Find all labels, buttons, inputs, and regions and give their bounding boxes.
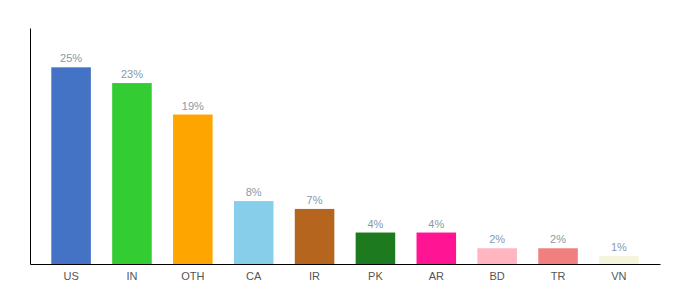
x-axis: US IN OTH CA IR PK AR BD TR VN — [31, 265, 661, 282]
data-label: 4% — [428, 218, 444, 230]
bar — [477, 248, 517, 264]
bar — [538, 248, 578, 264]
bar — [599, 256, 639, 264]
x-tick: PK — [368, 270, 383, 282]
x-tick-label: OTH — [181, 270, 204, 282]
bar — [417, 233, 457, 264]
x-tick: CA — [246, 270, 262, 282]
x-tick-label: CA — [246, 270, 262, 282]
data-label: 1% — [611, 241, 627, 253]
bar — [112, 83, 152, 264]
data-label: 23% — [121, 68, 143, 80]
bar — [356, 233, 396, 264]
data-label: 19% — [182, 100, 204, 112]
x-tick-label: US — [63, 270, 78, 282]
data-labels: 25% 23% 19% 8% 7% 4% 4% 2% 2% 1% — [60, 52, 627, 253]
bars — [51, 67, 638, 264]
x-tick: VN — [611, 270, 626, 282]
x-tick-label: PK — [368, 270, 383, 282]
chart: 25% 23% 19% 8% 7% 4% 4% 2% 2% 1% US IN OTH CA IR PK AR BD… — [0, 0, 680, 300]
y-axis — [30, 29, 31, 265]
x-tick-label: IN — [126, 270, 137, 282]
bar — [51, 67, 91, 264]
y-axis-line — [30, 29, 31, 265]
x-tick-label: AR — [429, 270, 444, 282]
data-label: 8% — [246, 186, 262, 198]
x-tick-label: BD — [490, 270, 505, 282]
data-label: 4% — [367, 218, 383, 230]
x-tick: IR — [309, 270, 320, 282]
bar — [234, 201, 274, 264]
bar — [295, 209, 335, 264]
x-tick-label: IR — [309, 270, 320, 282]
x-tick: AR — [429, 270, 444, 282]
x-tick-label: VN — [611, 270, 626, 282]
chart-container: 25% 23% 19% 8% 7% 4% 4% 2% 2% 1% US IN OTH CA IR PK AR BD… — [0, 0, 680, 300]
x-tick: US — [63, 270, 78, 282]
x-tick: IN — [126, 270, 137, 282]
x-tick: TR — [551, 270, 566, 282]
data-label: 25% — [60, 52, 82, 64]
x-tick-label: TR — [551, 270, 566, 282]
data-label: 2% — [550, 233, 566, 245]
plot-area: 25% 23% 19% 8% 7% 4% 4% 2% 2% 1% US IN OTH CA IR PK AR BD… — [31, 29, 661, 282]
data-label: 2% — [489, 233, 505, 245]
x-axis-line — [31, 264, 661, 265]
data-label: 7% — [307, 194, 323, 206]
x-tick: OTH — [181, 270, 204, 282]
bar — [173, 115, 213, 264]
x-tick: BD — [490, 270, 505, 282]
